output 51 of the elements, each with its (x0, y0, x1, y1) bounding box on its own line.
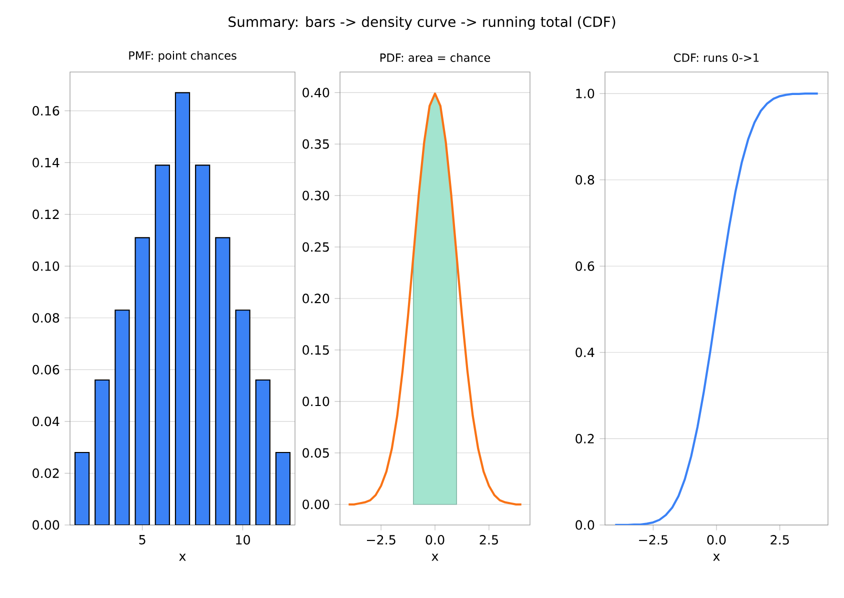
x-axis-title: x (713, 554, 720, 561)
y-tick-label: 0.4 (576, 348, 594, 358)
x-tick-label: 0.0 (707, 535, 726, 545)
y-tick-label: 0.20 (302, 294, 330, 304)
line-series (348, 92, 522, 506)
bar (235, 310, 250, 525)
x-tick-label: −2.5 (366, 535, 396, 545)
y-tick-label: 0.30 (302, 190, 330, 200)
y-tick-label: 0.35 (302, 139, 329, 149)
y-tick-label: 0.14 (32, 158, 60, 168)
x-tick-label: −2.5 (639, 535, 668, 545)
y-tick-label: 1.0 (576, 88, 594, 98)
bar (114, 310, 130, 525)
y-tick-label: 0.16 (32, 106, 60, 116)
y-tick-label: 0.04 (32, 416, 60, 426)
y-tick-label: 0.15 (302, 345, 329, 355)
y-tick-label: 0.00 (302, 500, 330, 510)
bar (154, 164, 170, 525)
chart-title: CDF: runs 0->1 (674, 53, 759, 62)
y-tick-label: 0.08 (32, 313, 60, 323)
x-tick-label: 10 (236, 535, 250, 545)
x-axis-title: x (179, 554, 186, 561)
bar (215, 237, 230, 525)
bar (255, 379, 270, 525)
y-tick-label: 0.02 (32, 468, 59, 478)
bar (275, 452, 291, 525)
y-tick-label: 0.05 (302, 448, 329, 458)
x-tick-label: 5 (139, 535, 146, 544)
y-tick-label: 0.0 (576, 520, 594, 530)
text: Summary: bars -> density curve -> running total (CDF) (228, 16, 616, 30)
y-tick-label: 0.10 (302, 396, 330, 406)
x-axis-title: x (432, 554, 438, 561)
bar (195, 164, 210, 525)
bar (94, 379, 110, 525)
bar (174, 92, 190, 525)
chart-title: PDF: area = chance (380, 53, 490, 62)
bar (134, 237, 150, 525)
y-tick-label: 0.8 (576, 175, 594, 185)
chart-title: PMF: point chances (129, 50, 236, 62)
x-tick-label: 2.5 (480, 535, 498, 545)
y-tick-label: 0.10 (32, 261, 60, 271)
y-tick-label: 0.6 (576, 261, 594, 271)
bar (75, 452, 90, 525)
y-tick-label: 0.06 (32, 364, 60, 374)
y-tick-label: 0.40 (302, 88, 330, 98)
x-tick-label: 0.0 (426, 535, 444, 545)
y-tick-label: 0.25 (302, 242, 329, 252)
x-tick-label: 2.5 (770, 535, 789, 545)
y-tick-label: 0.00 (32, 520, 60, 530)
y-tick-label: 0.12 (32, 210, 59, 220)
y-tick-label: 0.2 (576, 434, 594, 444)
